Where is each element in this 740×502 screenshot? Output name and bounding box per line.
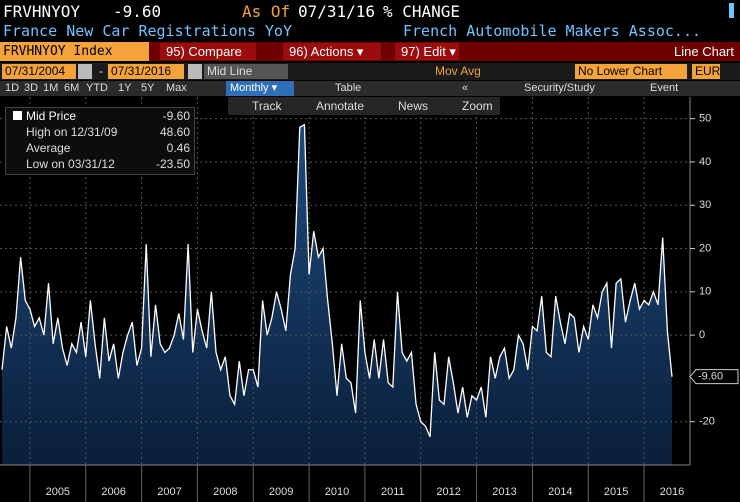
tool-button[interactable]: Annotate [316, 99, 365, 113]
legend-label: Average [26, 141, 71, 155]
tool-button[interactable]: Track [252, 99, 282, 113]
x-tick-label: 2011 [381, 486, 405, 498]
table-button[interactable]: Table [335, 82, 362, 94]
range-button[interactable]: 3D [24, 82, 39, 94]
start-date[interactable]: 07/31/2004 [2, 64, 76, 79]
area [2, 124, 672, 466]
line [1, 123, 673, 438]
actions-button[interactable]: 96) Actions ▾ [283, 43, 381, 60]
legend-label: Low on 03/31/12 [26, 157, 115, 171]
source: French Automobile Makers Assoc... [403, 22, 702, 40]
legend-label: High on 12/31/09 [26, 125, 118, 139]
x-tick-label: 2009 [269, 486, 293, 498]
last-value-label: -9.60 [698, 371, 723, 383]
calendar-icon[interactable] [188, 64, 202, 79]
x-tick-label: 2006 [101, 486, 125, 498]
cursor [729, 3, 734, 18]
tool-button[interactable]: Zoom [462, 99, 493, 113]
range-button[interactable]: YTD [86, 82, 108, 94]
y-tick-label: 50 [699, 113, 711, 125]
chart-type[interactable]: Line Chart [674, 44, 734, 59]
x-tick-label: 2010 [325, 486, 349, 498]
legend-swatch [13, 111, 22, 120]
x-tick-label: 2012 [436, 486, 460, 498]
legend-value: -9.60 [162, 109, 190, 123]
ticker: FRVHNYOY [3, 2, 81, 21]
range-button[interactable]: 5Y [141, 82, 155, 94]
currency[interactable]: EUR [692, 64, 720, 79]
edit-button[interactable]: 97) Edit ▾ [395, 43, 459, 60]
legend-label: Mid Price [26, 109, 77, 123]
field-select[interactable]: Mid Line [204, 64, 288, 79]
last-value-marker [689, 369, 739, 385]
x-tick-label: 2008 [213, 486, 237, 498]
tool-bar [228, 97, 500, 115]
unit: % CHANGE [383, 2, 461, 21]
range-bar [0, 81, 740, 96]
security-field[interactable]: FRVHNYOY Index [0, 42, 149, 61]
range-button[interactable]: Max [166, 82, 187, 94]
x-tick-label: 2013 [492, 486, 516, 498]
legend [5, 107, 195, 175]
x-tick-label: 2016 [660, 486, 684, 498]
y-tick-label: 30 [699, 199, 711, 211]
legend-value: -23.50 [155, 157, 190, 171]
legend-value: 48.60 [159, 125, 190, 139]
as-of: As Of [242, 2, 291, 21]
range-button[interactable]: 1D [5, 82, 20, 94]
period-select[interactable]: Monthly ▾ [226, 81, 294, 96]
x-tick-label: 2015 [604, 486, 628, 498]
y-tick-label: 40 [699, 156, 711, 168]
y-tick-label: 0 [699, 329, 705, 341]
x-tick-label: 2014 [548, 486, 572, 498]
range-button[interactable]: 1Y [118, 82, 132, 94]
y-tick-label: 20 [699, 242, 711, 254]
date-dash: - [99, 64, 103, 78]
price: -9.60 [113, 2, 162, 21]
x-tick-label: 2005 [46, 486, 70, 498]
lower-chart[interactable]: No Lower Chart [575, 64, 687, 79]
event-button[interactable]: Event [650, 82, 679, 94]
settings-bar [0, 63, 740, 80]
calendar-icon[interactable] [78, 64, 92, 79]
mov-avg[interactable]: Mov Avg [435, 64, 481, 78]
tool-button[interactable]: News [398, 99, 429, 113]
y-tick-label: 10 [699, 286, 711, 298]
legend-value: 0.46 [166, 141, 190, 155]
security-name: France New Car Registrations YoY [3, 22, 292, 40]
study-button[interactable]: Security/Study [524, 82, 595, 94]
as-of-date: 07/31/16 [298, 2, 376, 21]
x-tick-label: 2007 [157, 486, 181, 498]
range-button[interactable]: 6M [64, 82, 80, 94]
back-button[interactable]: « [462, 82, 469, 94]
compare-button[interactable]: 95) Compare [160, 43, 256, 60]
y-tick-label: -20 [699, 416, 715, 428]
range-button[interactable]: 1M [43, 82, 59, 94]
end-date[interactable]: 07/31/2016 [108, 64, 184, 79]
